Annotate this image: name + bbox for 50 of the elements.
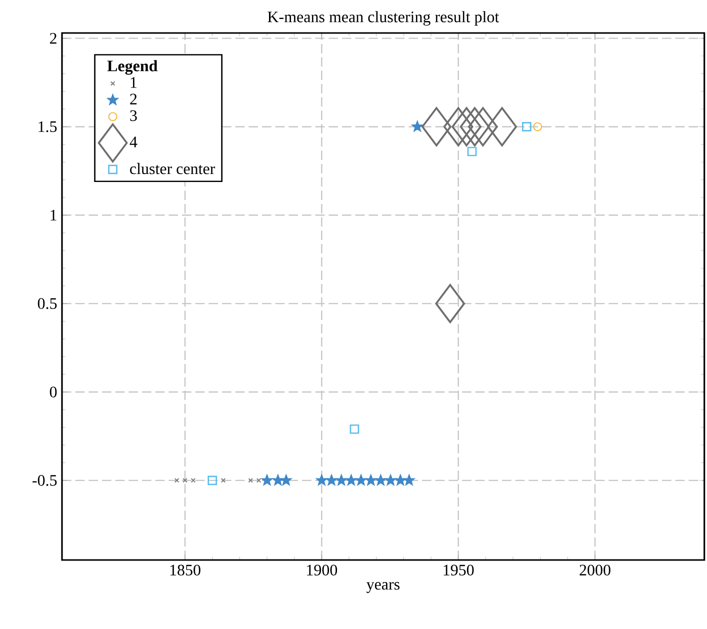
- point: [384, 474, 396, 486]
- x-tick-label: 1950: [444, 564, 474, 576]
- point: [412, 120, 423, 132]
- point: [280, 474, 292, 486]
- point: [208, 476, 218, 486]
- point: [326, 474, 338, 486]
- point: [190, 478, 196, 483]
- point: [394, 474, 406, 486]
- x-tick-label: 1850: [170, 564, 200, 576]
- point: [468, 107, 498, 146]
- point: [404, 474, 415, 486]
- point: [220, 478, 226, 483]
- point: [375, 474, 386, 486]
- y-tick-label: 1: [50, 210, 56, 220]
- point: [355, 474, 367, 486]
- y-tick-label: 0: [50, 386, 57, 398]
- chart-title: K-means mean clustering result plot: [268, 11, 500, 26]
- point: [452, 107, 482, 146]
- y-tick-label: 1.5: [38, 121, 57, 132]
- point: [422, 107, 452, 146]
- point: [316, 474, 328, 486]
- point: [365, 474, 376, 486]
- y-tick-label: 2: [50, 32, 56, 44]
- legend-title: Legend: [107, 60, 158, 75]
- point: [261, 474, 273, 486]
- point: [460, 107, 490, 146]
- x-axis-title: years: [366, 582, 400, 593]
- point: [346, 474, 357, 486]
- point: [435, 284, 466, 324]
- legend-label: 3: [130, 110, 137, 122]
- point: [248, 478, 254, 483]
- legend-label: 1: [130, 77, 136, 88]
- x-tick-label: 2000: [580, 564, 610, 576]
- point: [174, 478, 180, 483]
- point: [350, 424, 360, 434]
- y-tick-label: 0.5: [38, 298, 57, 310]
- legend-label: 2: [130, 94, 137, 104]
- point: [522, 122, 532, 132]
- point: [256, 478, 262, 483]
- point: [487, 107, 518, 146]
- point: [443, 107, 474, 146]
- point: [533, 122, 542, 132]
- legend-label: 4: [130, 136, 138, 148]
- point: [467, 146, 477, 156]
- y-tick-label: -0.5: [32, 474, 57, 486]
- x-tick-label: 1900: [307, 564, 338, 576]
- point: [182, 478, 188, 483]
- point: [336, 474, 347, 486]
- point: [272, 474, 284, 486]
- legend-label: cluster center: [130, 162, 216, 174]
